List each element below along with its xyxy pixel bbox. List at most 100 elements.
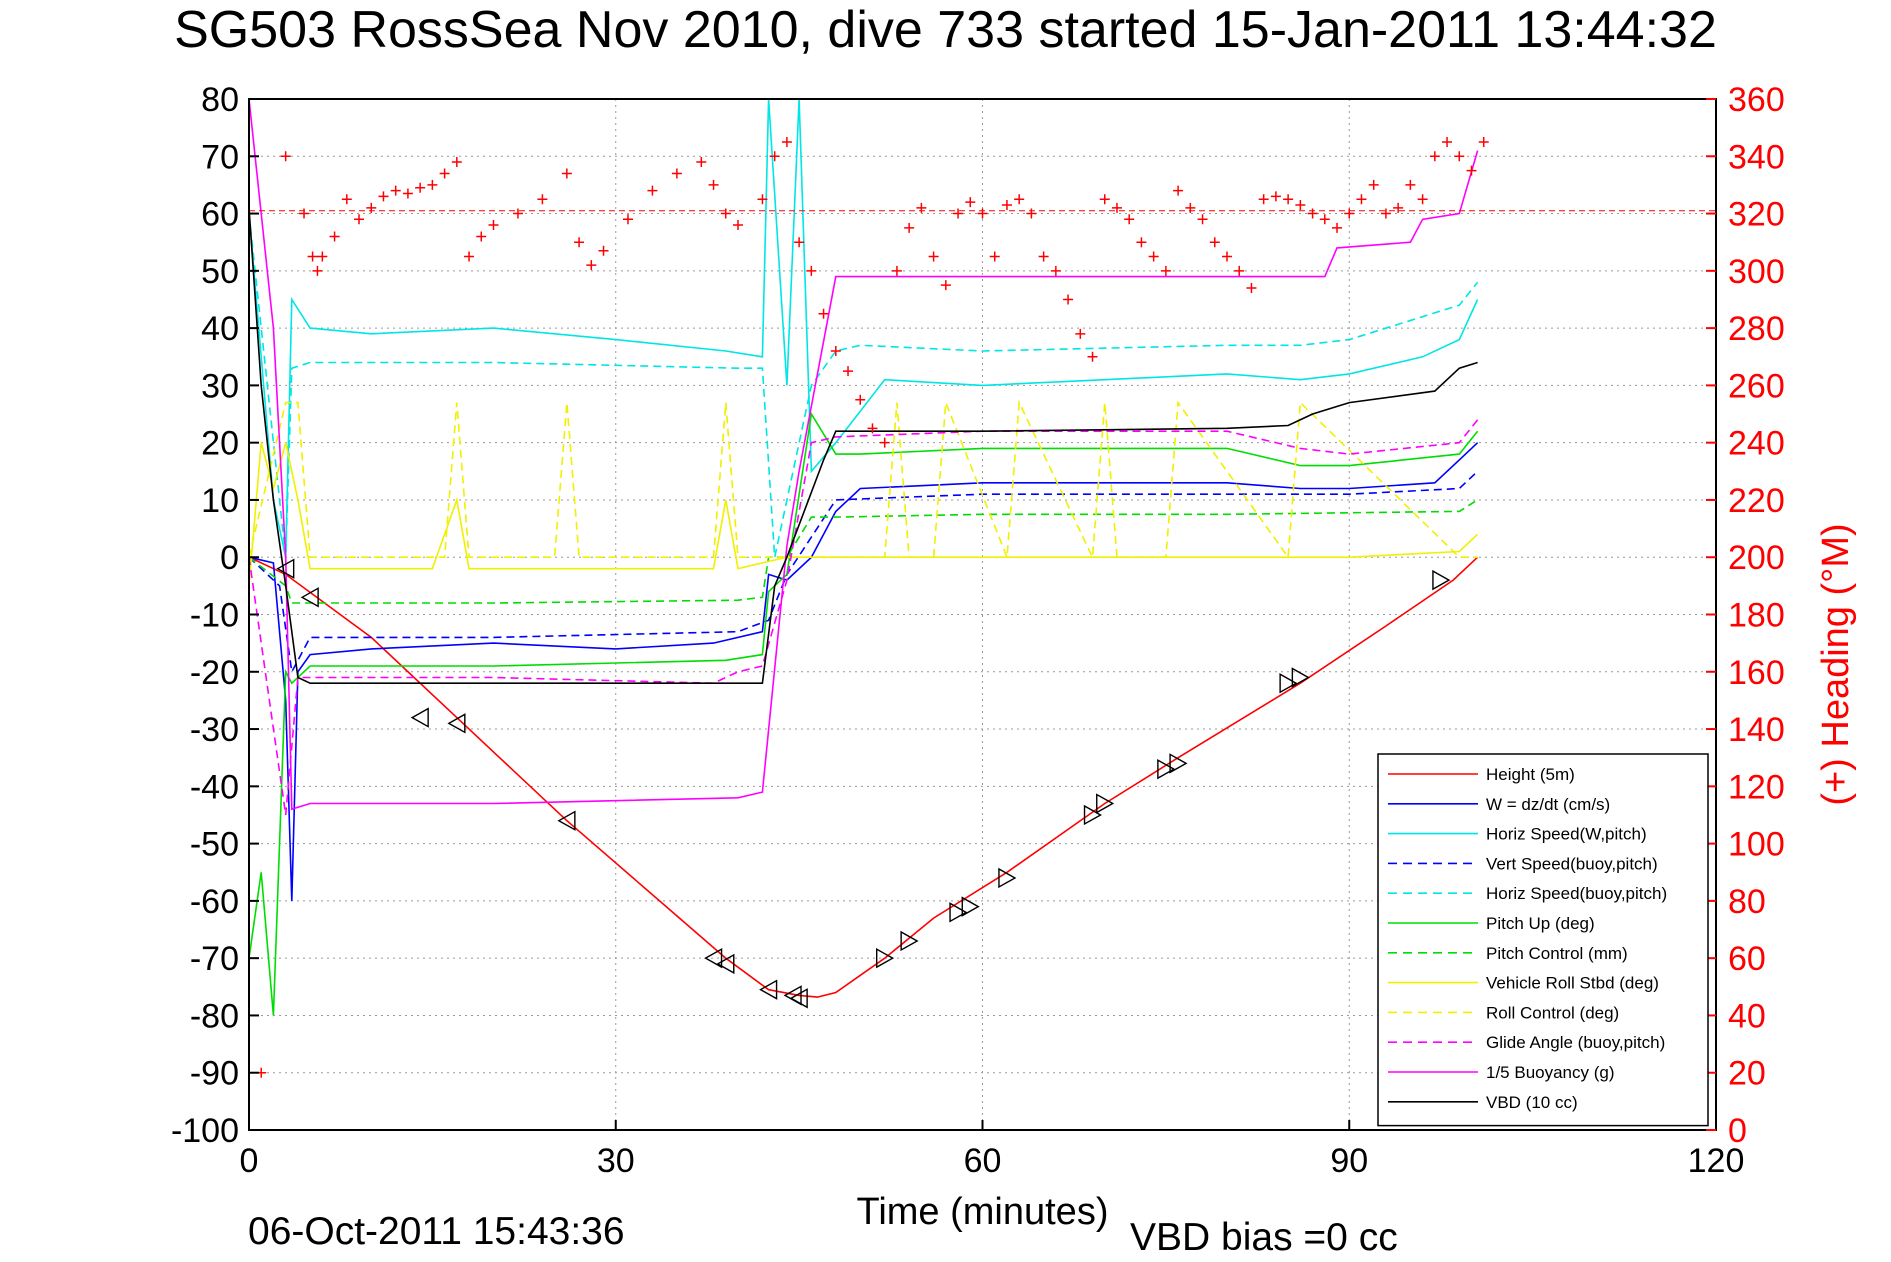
y2-tick-label: 180	[1728, 597, 1785, 635]
heading-point	[1222, 251, 1232, 262]
triangle-marker	[1291, 667, 1310, 688]
x-tick-label: 90	[1330, 1142, 1368, 1180]
legend-label: Roll Control (deg)	[1486, 1003, 1619, 1022]
heading-point	[1429, 151, 1440, 162]
heading-point	[953, 208, 964, 219]
y-tick-label: 0	[220, 539, 239, 577]
y-tick-label: 50	[201, 253, 239, 291]
x-tick-label: 30	[597, 1142, 635, 1180]
heading-point	[1099, 194, 1110, 205]
heading-point	[329, 231, 340, 242]
heading-point	[378, 191, 389, 202]
heading-point	[1234, 265, 1245, 276]
triangle-marker	[716, 953, 735, 975]
heading-point	[781, 136, 792, 147]
heading-point	[439, 168, 450, 179]
heading-point	[512, 208, 523, 219]
heading-point	[1454, 151, 1465, 162]
heading-point	[1246, 283, 1257, 294]
generated-date: 06-Oct-2011 15:43:36	[248, 1210, 625, 1253]
heading-point	[1160, 265, 1171, 276]
triangle-marker	[1279, 673, 1298, 694]
x-tick-label: 0	[240, 1142, 259, 1180]
y-tick-label: 10	[201, 482, 239, 520]
heading-point	[965, 197, 976, 208]
y-tick-label: 20	[201, 425, 239, 463]
heading-point	[1148, 251, 1159, 262]
y2-tick-label: 160	[1728, 654, 1785, 692]
series-line-vert-speed-buoy-pitch	[249, 470, 1479, 675]
x-tick-label: 60	[964, 1142, 1002, 1180]
heading-point	[1087, 351, 1098, 362]
legend: Height (5m) W = dz/dt (cm/s) Horiz Speed(W…	[1377, 753, 1709, 1127]
heading-point	[1185, 202, 1196, 213]
triangle-marker	[1157, 758, 1176, 780]
series-line-vehicle-roll-stbd-deg	[249, 442, 1479, 586]
y-tick-label: 30	[201, 367, 239, 405]
triangle-marker	[1083, 804, 1102, 826]
triangle-marker	[949, 902, 968, 923]
heading-point	[1209, 237, 1220, 248]
heading-point	[794, 237, 805, 248]
heading-point	[708, 179, 719, 190]
y2-tick-label: 300	[1728, 253, 1785, 291]
heading-point	[879, 437, 890, 448]
y-tick-label: -100	[171, 1112, 239, 1150]
legend-label: W = dz/dt (cm/s)	[1486, 795, 1610, 814]
heading-point	[1258, 194, 1269, 205]
y2-tick-label: 140	[1728, 711, 1785, 749]
y2-tick-label: 220	[1728, 482, 1785, 520]
series-line-height-5m	[249, 556, 1479, 998]
heading-point	[916, 202, 927, 213]
heading-point	[1393, 202, 1404, 213]
y-tick-label: -20	[190, 654, 239, 692]
legend-label: Pitch Control (mm)	[1486, 944, 1628, 963]
x-tick-label: 120	[1688, 1142, 1745, 1180]
heading-point	[1124, 214, 1135, 225]
heading-point	[537, 194, 548, 205]
heading-point	[1356, 194, 1367, 205]
heading-point	[769, 151, 780, 162]
heading-point	[671, 168, 682, 179]
heading-point	[1442, 136, 1453, 147]
vbd-bias: VBD bias =0 cc	[1130, 1216, 1398, 1259]
triangle-marker	[410, 707, 429, 728]
heading-point	[1075, 328, 1086, 339]
heading-point	[299, 208, 310, 219]
heading-point	[280, 151, 291, 162]
chart-title: SG503 RossSea Nov 2010, dive 733 started…	[174, 1, 1717, 59]
heading-point	[1111, 202, 1122, 213]
triangle-marker	[900, 930, 919, 952]
heading-point	[720, 208, 731, 219]
heading-point	[476, 231, 487, 242]
x-axis-label: Time (minutes)	[857, 1191, 1109, 1233]
triangle-marker	[759, 979, 778, 1000]
triangle-marker	[557, 810, 576, 831]
heading-point	[1026, 208, 1037, 219]
axis-ticks: 0 30 60 90 12080706050403020100-10-20-30-40-…	[171, 81, 1785, 1180]
heading-point	[904, 222, 915, 233]
heading-point	[867, 423, 878, 434]
heading-point	[843, 366, 854, 377]
heading-point	[806, 265, 817, 276]
y2-tick-label: 80	[1728, 883, 1766, 921]
triangle-marker	[447, 713, 466, 734]
heading-point	[1478, 136, 1489, 147]
legend-box	[1377, 753, 1709, 1127]
heading-point	[1136, 237, 1147, 248]
triangle-marker	[961, 896, 980, 917]
heading-point	[1405, 179, 1416, 190]
heading-point	[1050, 265, 1061, 276]
series-line-horiz-speed-w-pitch	[249, 99, 1479, 558]
heading-point	[1417, 194, 1428, 205]
y2-tick-label: 200	[1728, 539, 1785, 577]
heading-point	[451, 157, 462, 168]
y2-tick-label: 240	[1728, 425, 1785, 463]
heading-point	[1344, 208, 1355, 219]
heading-point	[415, 182, 426, 193]
y2-tick-label: 120	[1728, 768, 1785, 806]
heading-point	[427, 179, 438, 190]
triangle-marker	[1096, 793, 1115, 814]
heading-point	[341, 194, 352, 205]
